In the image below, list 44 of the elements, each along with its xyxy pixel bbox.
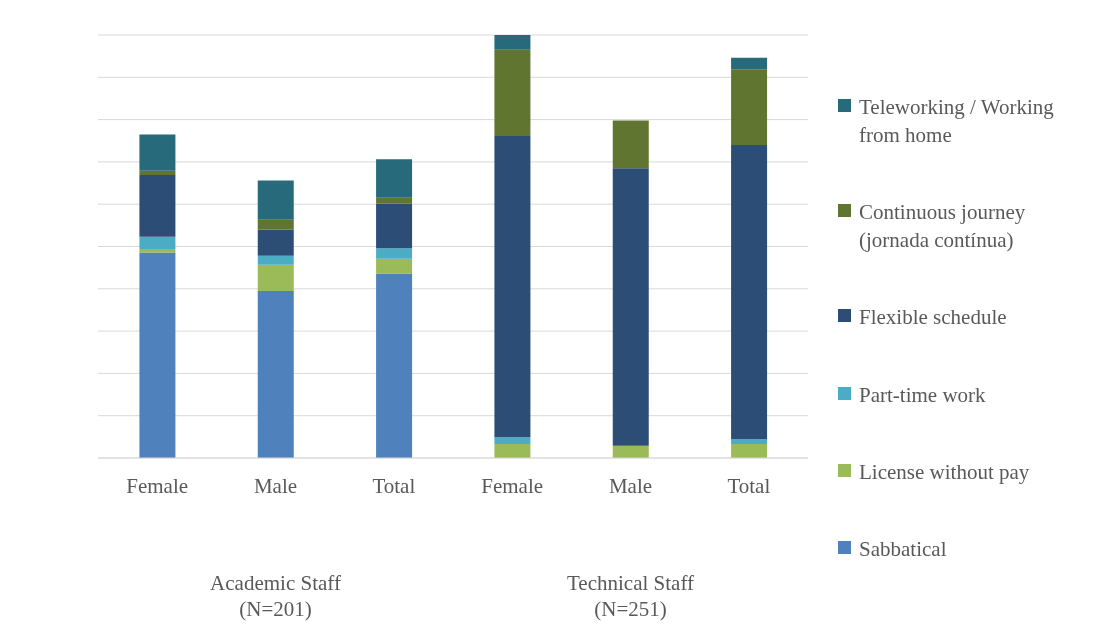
bar — [494, 49, 531, 137]
bar — [139, 170, 176, 176]
bar — [257, 229, 294, 256]
bar — [376, 258, 413, 274]
x-tick-label: Total — [727, 473, 771, 498]
legend-label: License without pay — [859, 458, 1030, 486]
bar — [731, 144, 768, 439]
bar — [257, 290, 294, 458]
x-tick-label: Male — [608, 473, 653, 498]
bar — [376, 197, 413, 204]
x-tick-label: Total — [372, 473, 416, 498]
bar — [257, 219, 294, 230]
x-tick-label: Female — [481, 473, 544, 498]
bar — [612, 445, 649, 458]
bar — [612, 168, 649, 446]
text: Academic Staff (N=201) — [209, 570, 342, 622]
bar — [139, 236, 176, 250]
x-tick-label: Female — [126, 473, 189, 498]
text: Technical Staff (N=251) — [566, 570, 695, 622]
bar — [494, 437, 531, 445]
bar — [376, 203, 413, 249]
legend-label: Continuous journey (jornada contínua) — [859, 199, 1027, 255]
bar — [257, 255, 294, 265]
x-tick-label: Male — [253, 473, 298, 498]
bar — [731, 69, 768, 145]
legend-label: Teleworking / Working from home — [859, 94, 1055, 149]
bar — [376, 273, 413, 458]
bar — [494, 136, 531, 438]
bar — [731, 57, 768, 70]
legend-label: Part-time work — [859, 381, 986, 409]
bar — [494, 35, 531, 50]
bar — [731, 444, 768, 458]
legend-label: Sabbatical — [859, 535, 947, 563]
bar — [257, 180, 294, 220]
bar — [139, 134, 176, 171]
bar — [376, 248, 413, 259]
legend-label: Flexible schedule — [859, 304, 1007, 332]
bar — [139, 252, 176, 458]
bar — [376, 159, 413, 198]
bar — [494, 444, 531, 458]
bar — [139, 175, 176, 237]
bar — [731, 438, 768, 445]
bar — [612, 120, 649, 169]
bar — [257, 264, 294, 291]
